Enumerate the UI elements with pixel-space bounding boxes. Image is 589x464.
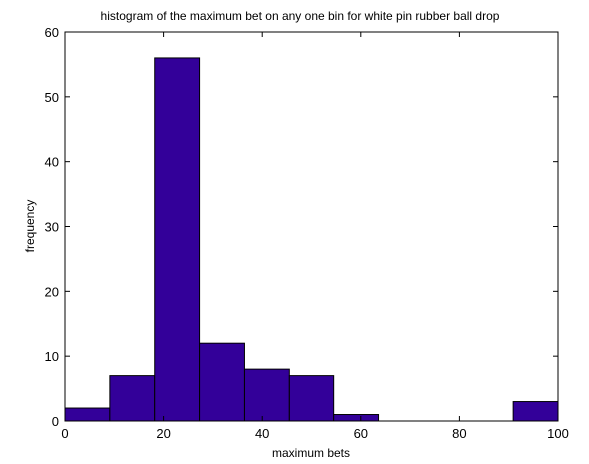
histogram-bar-2 [154, 57, 201, 422]
chart-title: histogram of the maximum bet on any one … [101, 9, 500, 23]
histogram-bar-1 [109, 375, 156, 422]
histogram-bar-4 [243, 368, 290, 422]
histogram-bar-10 [512, 401, 559, 422]
x-tick-label: 0 [61, 426, 68, 441]
x-tick-label: 40 [255, 426, 269, 441]
x-tick-label: 80 [452, 426, 466, 441]
ticks-group: 0 20 40 60 80 100 0 10 20 30 40 50 60 [45, 25, 569, 441]
y-axis-label: frequency [23, 200, 37, 253]
bars-group [64, 57, 559, 422]
y-tick-label: 30 [45, 220, 59, 235]
x-tick-label: 100 [547, 426, 569, 441]
y-tick-label: 50 [45, 90, 59, 105]
histogram-bar-5 [288, 375, 335, 422]
y-tick-label: 10 [45, 349, 59, 364]
y-tick-label: 20 [45, 284, 59, 299]
x-tick-label: 20 [156, 426, 170, 441]
plot-frame [64, 31, 559, 422]
histogram-bar-6 [333, 414, 380, 422]
histogram-bar-3 [199, 342, 245, 422]
histogram-bar-0 [64, 407, 111, 422]
y-tick-label: 0 [52, 414, 59, 429]
y-tick-label: 40 [45, 155, 59, 170]
x-axis-label: maximum bets [272, 446, 350, 460]
y-tick-label: 60 [45, 25, 59, 40]
x-tick-label: 60 [354, 426, 368, 441]
